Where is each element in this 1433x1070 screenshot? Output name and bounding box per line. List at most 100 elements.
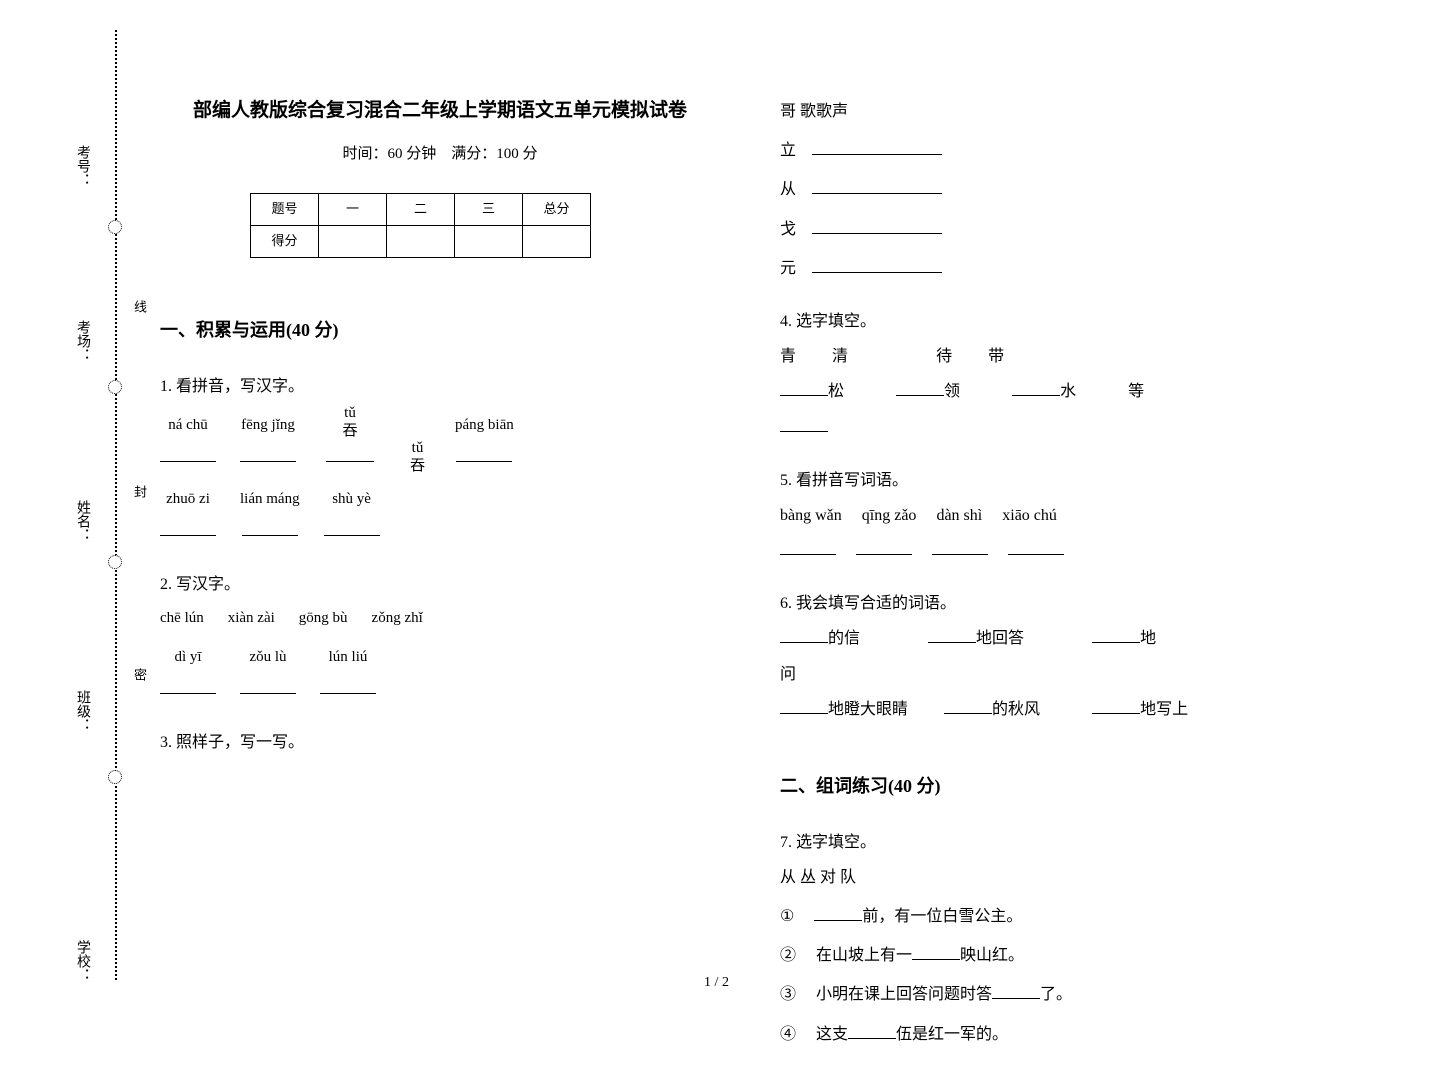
answer-blank [932,537,988,555]
score-header-cell: 题号 [251,193,319,225]
sentence-after: 伍是红一军的。 [896,1026,1008,1043]
margin-label-school: 学校： [72,940,92,982]
answer-blank [242,519,298,536]
item-number: ② [780,947,796,964]
pinyin-label: chē lún [160,610,204,626]
answer-blank [1012,379,1060,397]
answer-blank [1092,696,1140,714]
column-right: 哥 歌歌声 立 从 戈 元 4. 选字填空。 青 清 待 带 松 领 水 等 [780,90,1340,1070]
sentence-before: 在山坡上有一 [816,947,912,964]
answer-blank [780,414,828,432]
margin-label-class: 班级： [72,690,92,732]
prompt-char: 戈 [780,221,796,238]
pinyin-label: xiàn zài [228,610,275,626]
answer-blank [812,255,942,273]
pinyin-label: zǒng zhǐ [372,610,423,626]
suffix-word: 等 [1128,383,1144,400]
sentence-before: 这支 [816,1026,848,1043]
question-6: 6. 我会填写合适的词语。 的信 地回答 地 问 地瞪大眼睛 的秋风 地写上 [780,586,1340,727]
pinyin-label: zhuō zi [160,483,216,516]
score-row-label: 得分 [251,225,319,257]
item-number: ① [780,908,794,925]
question-1: 1. 看拼音，写汉字。 ná chū fēng jǐng tǔ 吞 tǔ [160,369,720,549]
question-stem: 3. 照样子，写一写。 [160,725,720,760]
pinyin-word: dàn shì [936,507,982,524]
pinyin-label: lún liú [320,641,376,674]
question-stem: 5. 看拼音写词语。 [780,463,1340,498]
question-7: 7. 选字填空。 从 丛 对 队 ① 前，有一位白雪公主。 ② 在山坡上有一 映山… [780,825,1340,1052]
pinyin-label: shù yè [324,483,380,516]
suffix-word: 领 [944,383,960,400]
continuation-word: 问 [780,657,1340,692]
score-header-cell: 二 [387,193,455,225]
pinyin-label: páng biān [455,409,514,442]
answer-blank [928,626,976,644]
pinyin-label: lián máng [240,483,300,516]
pinyin-word: bàng wǎn [780,507,842,524]
answer-blank [780,537,836,555]
choice-char: 待 [936,348,952,365]
seal-char-mi: 密 [130,668,149,681]
binding-circle-icon [108,220,122,234]
choice-char: 清 [832,348,848,365]
section-heading-1: 一、积累与运用(40 分) [160,311,720,351]
answer-blank [856,537,912,555]
pinyin-word: xiāo chú [1002,507,1057,524]
score-header-cell: 一 [319,193,387,225]
sentence-after: 了。 [1040,986,1072,1003]
binding-circle-icon [108,380,122,394]
question-stem: 7. 选字填空。 [780,825,1340,860]
pinyin-label: ná chū [160,409,216,442]
answer-blank [1008,537,1064,555]
suffix-word: 地写上 [1140,701,1188,718]
question-3: 3. 照样子，写一写。 [160,725,720,760]
answer-blank [160,678,216,695]
sentence-after: 映山红。 [960,947,1024,964]
choice-char: 青 [780,348,796,365]
score-table: 题号 一 二 三 总分 得分 [250,193,591,258]
sentence-before: 小明在课上回答问题时答 [816,986,992,1003]
question-stem: 6. 我会填写合适的词语。 [780,586,1340,621]
answer-blank [896,379,944,397]
answer-blank [780,379,828,397]
pinyin-label: fēng jǐng [240,409,296,442]
sentence-after: 前，有一位白雪公主。 [862,908,1022,925]
suffix-word: 松 [828,383,844,400]
question-4: 4. 选字填空。 青 清 待 带 松 领 水 等 [780,304,1340,445]
answer-blank [912,943,960,961]
pinyin-label: dì yī [160,641,216,674]
exam-meta: 时间：60 分钟 满分：100 分 [160,138,720,171]
stacked-pinyin-char: tǔ 吞 [410,439,425,475]
pinyin-word: qīng zǎo [862,507,917,524]
answer-blank [812,138,942,156]
question-stem: 1. 看拼音，写汉字。 [160,369,720,404]
choice-line: 从 丛 对 队 [780,860,1340,895]
page-number: 1 / 2 [704,975,729,991]
prompt-char: 元 [780,260,796,277]
suffix-word: 地回答 [976,630,1024,647]
answer-blank [240,678,296,695]
answer-blank [456,445,512,462]
score-cell [319,225,387,257]
answer-blank [326,444,374,462]
binding-circle-icon [108,555,122,569]
answer-blank [812,216,942,234]
score-header-cell: 总分 [523,193,591,225]
answer-blank [320,678,376,695]
choice-char: 带 [988,348,1004,365]
answer-blank [240,445,296,462]
margin-label-exam-number: 考号： [72,145,92,187]
answer-blank [780,696,828,714]
answer-blank [944,696,992,714]
question-stem: 2. 写汉字。 [160,567,720,602]
item-number: ③ [780,986,796,1003]
pinyin-label: zǒu lù [240,641,296,674]
section-heading-2: 二、组词练习(40 分) [780,767,1340,807]
answer-blank [1092,626,1140,644]
prompt-char: 立 [780,142,796,159]
question-2: 2. 写汉字。 chē lún xiàn zài gōng bù zǒng zh… [160,567,720,707]
question-stem: 4. 选字填空。 [780,304,1340,339]
suffix-word: 地瞪大眼睛 [828,701,908,718]
dotted-cut-line [115,30,117,980]
item-number: ④ [780,1026,796,1043]
